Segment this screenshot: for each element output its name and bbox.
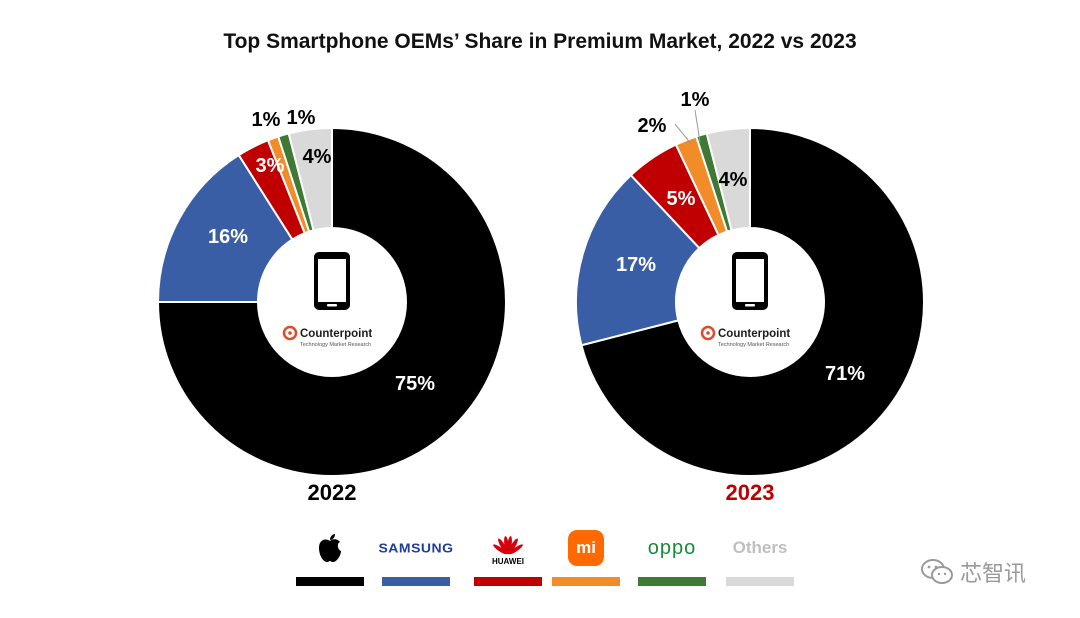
smartphone-icon [314, 252, 350, 310]
legend-item-huawei: HUAWEI [460, 530, 556, 586]
legend-item-xiaomi: mi [538, 530, 634, 586]
slice-label-2022-others: 4% [303, 146, 332, 168]
oppo-wordmark: oppo [647, 536, 697, 559]
slice-label-2023-apple: 71% [825, 363, 865, 385]
samsung-wordmark: SAMSUNG [378, 540, 454, 556]
year-label-2022: 2022 [308, 480, 357, 505]
watermark-text: 芯智讯 [960, 562, 1027, 587]
counterpoint-logo: Counterpoint Technology Market Research [700, 325, 790, 348]
xiaomi-wordmark: mi [576, 538, 596, 557]
slice-label-2023-others: 4% [719, 169, 748, 191]
wechat-icon [921, 559, 953, 584]
slice-label-2023-samsung: 17% [616, 254, 656, 276]
slice-label-2023-xiaomi: 2% [638, 115, 667, 137]
apple-icon [319, 534, 341, 562]
legend-item-apple [282, 530, 378, 586]
slice-label-2022-xiaomi: 1% [252, 109, 281, 131]
slice-2023-apple [580, 126, 925, 477]
leader-line [674, 123, 693, 146]
slice-label-2023-huawei: 5% [667, 188, 696, 210]
watermark: 芯智讯 [920, 555, 1060, 589]
slice-label-2023-oppo: 1% [681, 89, 710, 111]
counterpoint-name: Counterpoint [300, 328, 372, 340]
slice-2022-apple [156, 126, 507, 477]
chart-title: Top Smartphone OEMs’ Share in Premium Ma… [223, 30, 857, 53]
counterpoint-logo: Counterpoint Technology Market Research [282, 325, 372, 348]
legend-item-others: Others [712, 530, 808, 586]
slice-2023-samsung [575, 173, 701, 347]
slice-label-2022-oppo: 1% [287, 107, 316, 129]
huawei-icon [493, 535, 523, 554]
huawei-wordmark: HUAWEI [492, 556, 524, 566]
legend-color-bar [296, 577, 364, 586]
legend-item-oppo: oppo [624, 530, 720, 586]
slice-2022-others [287, 126, 333, 232]
slice-2023-others [705, 126, 751, 232]
slice-label-2022-apple: 75% [395, 373, 435, 395]
legend-color-bar [638, 577, 706, 586]
others-label: Others [732, 538, 788, 557]
slice-2022-samsung [156, 153, 294, 303]
legend-color-bar [474, 577, 542, 586]
counterpoint-tagline: Technology Market Research [300, 342, 371, 348]
slice-label-2022-huawei: 3% [256, 155, 285, 177]
xiaomi-icon: mi [568, 530, 604, 566]
legend-item-samsung: SAMSUNG [368, 530, 464, 586]
counterpoint-tagline: Technology Market Research [718, 342, 789, 348]
legend-color-bar [726, 577, 794, 586]
legend-color-bar [552, 577, 620, 586]
leader-line [694, 109, 701, 143]
counterpoint-name: Counterpoint [718, 328, 790, 340]
year-label-2023: 2023 [726, 480, 775, 505]
smartphone-icon [732, 252, 768, 310]
slice-label-2022-samsung: 16% [208, 226, 248, 248]
legend-color-bar [382, 577, 450, 586]
